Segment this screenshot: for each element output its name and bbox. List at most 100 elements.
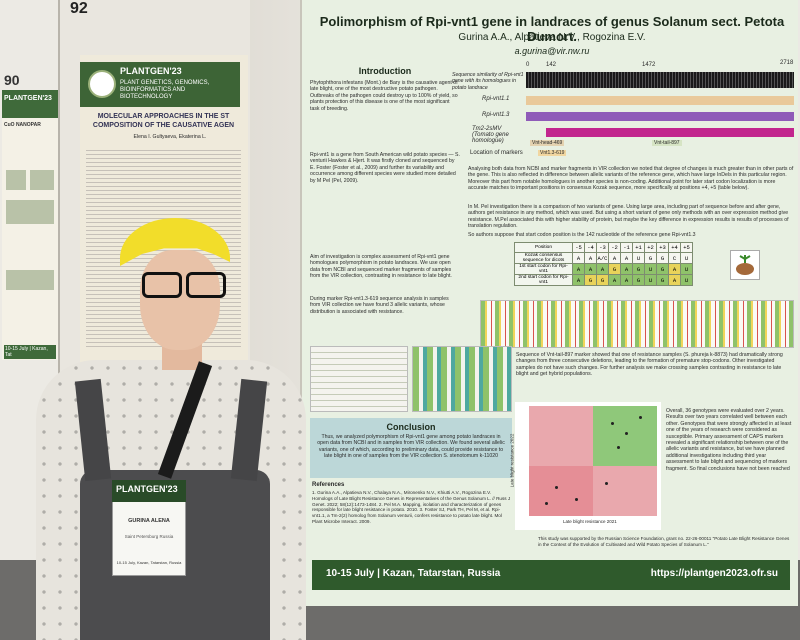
position-cell: +2 <box>644 242 657 253</box>
markers-label: Location of markers <box>470 150 523 156</box>
poster-authors: Gurina A.A., Alpatieva N.V., Rogozina E.… <box>458 32 646 43</box>
track-label-vnt1-1: Rpi-vnt1.1 <box>482 96 510 102</box>
scatter-point <box>575 498 578 501</box>
middle-poster-heading: MOLECULAR APPROACHES IN THE ST COMPOSITI… <box>92 113 235 129</box>
references-text: 1. Gurina A.A., Alpatieva N.V., Chalaya … <box>312 490 511 524</box>
middle-poster-subtitle: PLANT GENETICS, GENOMICS, BIOINFORMATICS… <box>120 80 210 100</box>
glasses-icon <box>138 272 230 300</box>
results-text: Overall, 36 genotypes were evaluated ove… <box>666 408 792 472</box>
badge-conference: PLANTGEN'23 <box>116 484 178 494</box>
support-text: So authors suppose that start codon posi… <box>468 232 696 238</box>
left-poster-title: CuO NANOPAR <box>4 122 41 128</box>
scatter-point <box>611 422 614 425</box>
kozak-cell: G <box>632 263 645 275</box>
badge-city: Saint Petersburg Russia <box>124 534 174 539</box>
kozak-cell: A <box>584 263 597 275</box>
left-poster <box>2 90 58 360</box>
kozak-cell: A <box>608 274 621 286</box>
position-cell: +4 <box>668 242 681 253</box>
tick-142: 142 <box>546 62 557 68</box>
poster-email: a.gurina@vir.nw.ru <box>514 46 590 56</box>
person-face <box>140 250 220 350</box>
scatter-ylabel: Late blight resistance 2022 <box>509 433 515 488</box>
scatter-point <box>617 446 620 449</box>
kozak-cell: A <box>668 274 681 286</box>
scatter-point <box>545 502 548 505</box>
kozak-row: Kozak consensus sequence for dicots A A … <box>514 252 693 264</box>
kozak-cell: A <box>572 252 585 264</box>
kozak-cell: A <box>584 252 597 264</box>
badge-footer: 10-15 July, Kazan, Tatarstan, Russia <box>116 560 182 565</box>
track-vnt1-3 <box>526 112 794 121</box>
marker-vnt-tail: Vnt-tail-897 <box>652 140 682 146</box>
kozak-header-label: Position <box>514 242 573 253</box>
sequence-similarity-label: Sequence similarity of Rpi-vnt1 gene wit… <box>452 72 524 91</box>
poster-footer <box>312 560 790 590</box>
position-cell: -4 <box>584 242 597 253</box>
scatter-xlabel: Late blight resistance 2021 <box>563 519 617 524</box>
introduction-title: Introduction <box>358 66 412 76</box>
kozak-cell: U <box>644 274 657 286</box>
board-number-left: 90 <box>4 72 20 88</box>
kozak-cell: A <box>620 263 633 275</box>
track-label-vnt1-3: Rpi-vnt1.3 <box>482 112 510 118</box>
kozak-cell: A <box>572 274 585 286</box>
kozak-row: 1st start codon for Rpi-vnt1 A A A G A G… <box>514 263 693 275</box>
acknowledgement-text: This study was supported by the Russian … <box>538 536 790 547</box>
introduction-p2: Rpi-vnt1 is a gene from South American w… <box>310 152 460 184</box>
track-label-tm2: Tm2-2sMV (Tomato gene homologue) <box>472 126 509 144</box>
badge-name: GURINA ALENA <box>128 518 170 524</box>
kozak-cell: U <box>680 274 693 286</box>
resistance-text: Sequence of Vnt-tail-897 marker showed t… <box>516 352 783 378</box>
introduction-p4: During marker Rpi-vnt1.3-619 sequence an… <box>310 296 449 315</box>
middle-poster-authors: Elena I. Gultyaeva, Ekaterina L. <box>133 134 207 140</box>
kozak-cell: G <box>584 274 597 286</box>
resistance-scatter-plot: Late blight resistance 2021 Late blight … <box>509 402 661 530</box>
badge-header <box>112 480 186 502</box>
kozak-cell: G <box>596 274 609 286</box>
kozak-cell: A <box>620 274 633 286</box>
position-cell: +5 <box>680 242 693 253</box>
conclusion-text: Thus, we analyzed polymorphism of Rpi-vn… <box>317 434 505 460</box>
conference-logo-icon <box>88 70 116 98</box>
kozak-cell: G <box>656 263 669 275</box>
position-cell: +3 <box>656 242 669 253</box>
kozak-cell: U <box>644 263 657 275</box>
introduction-p1: Phytophthora infestans (Mont.) de Bary i… <box>310 80 458 112</box>
position-cell: +1 <box>632 242 645 253</box>
marker-table-right <box>412 346 512 412</box>
position-cell: -5 <box>572 242 585 253</box>
kozak-row: 2nd start codon for Rpi-vnt1 A G G A A G… <box>514 274 693 286</box>
position-cell: -3 <box>596 242 609 253</box>
kozak-row-label: 2nd start codon for Rpi-vnt1 <box>514 274 573 286</box>
kozak-cell: A/C <box>596 252 609 264</box>
conclusion-title: Conclusion <box>386 422 436 432</box>
kozak-cell: A <box>608 252 621 264</box>
board-number-middle: 92 <box>70 0 88 17</box>
scatter-point <box>625 432 628 435</box>
kozak-cell: G <box>632 274 645 286</box>
kozak-cell: C <box>668 252 681 264</box>
track-tm2 <box>546 128 794 137</box>
kozak-cell: U <box>680 252 693 264</box>
track-vnt1-1 <box>526 96 794 105</box>
tick-1472: 1472 <box>642 62 656 68</box>
kozak-cell: A <box>572 263 585 275</box>
main-poster: Polimorphism of Rpi-vnt1 gene in landrac… <box>300 0 798 606</box>
scatter-quadrant <box>529 466 593 516</box>
scatter-point <box>639 416 642 419</box>
marker-vnt-head: Vnt-head-469 <box>530 140 565 146</box>
position-cell: -2 <box>608 242 621 253</box>
analysis-text: Analysing both data from NCBI and marker… <box>468 166 794 192</box>
kozak-cell: U <box>632 252 645 264</box>
marker-table-left <box>310 346 408 412</box>
kozak-cell: A <box>668 263 681 275</box>
scatter-point <box>605 482 608 485</box>
similarity-track <box>526 72 794 88</box>
conclusion-box <box>310 418 512 478</box>
kozak-header-row: Position -5 -4 -3 -2 -1 +1 +2 +3 +4 +5 <box>514 242 693 253</box>
kozak-cell: A <box>620 252 633 264</box>
scatter-point <box>555 486 558 489</box>
tick-2718: 2718 <box>780 60 794 66</box>
kozak-cell: A <box>596 263 609 275</box>
